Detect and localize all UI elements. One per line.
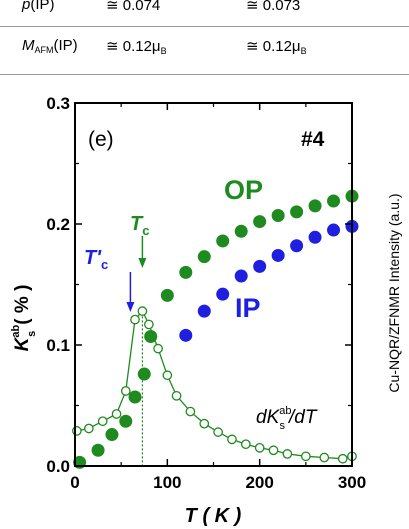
table-row: p(IP) ≅ 0.074 ≅ 0.073 <box>0 0 409 30</box>
derivative-point <box>162 370 173 381</box>
derivative-point <box>144 319 154 330</box>
derivative-label: dKab s/dT <box>256 405 318 432</box>
parameter-table: p(IP) ≅ 0.074 ≅ 0.073 MAFM(IP) ≅ 0.12μB … <box>0 0 409 84</box>
derivative-point <box>319 452 330 463</box>
derivative-point <box>227 434 237 445</box>
derivative-point <box>300 451 311 462</box>
x-axis-label: T ( K ) <box>185 505 242 527</box>
table-divider <box>0 74 409 75</box>
op-point <box>216 234 230 248</box>
param-label: MAFM(IP) <box>22 37 78 55</box>
y-axis-label: Kab s( % ) <box>10 285 38 352</box>
ip-point <box>216 287 230 301</box>
x-tick-label: 300 <box>338 473 366 492</box>
derivative-point <box>268 445 279 456</box>
table-divider <box>0 26 409 27</box>
derivative-point <box>130 314 140 325</box>
derivative-point <box>97 416 108 427</box>
derivative-point <box>337 453 348 464</box>
derivative-point <box>111 409 122 419</box>
ip-point <box>290 239 304 253</box>
y-axis-right-label: Cu-NQR/ZFNMR Intensity (a.u.) <box>386 193 402 392</box>
op-point <box>253 215 267 229</box>
y-tick-label: 0.1 <box>46 336 70 355</box>
derivative-point <box>171 390 182 401</box>
panel-label: (e) <box>88 128 114 151</box>
tc-label: Tc <box>130 213 149 238</box>
tc-arrow-head <box>138 258 147 268</box>
ip-point <box>234 269 248 283</box>
x-tick-label: 200 <box>245 473 273 492</box>
op-point <box>197 250 211 264</box>
derivative-point <box>137 306 148 316</box>
tc-prime-label: T'c <box>84 247 108 272</box>
op-point <box>234 224 248 238</box>
ip-point <box>253 259 267 273</box>
op-value: ≅ 0.12μB <box>106 38 167 56</box>
derivative-point <box>84 423 94 434</box>
derivative-point <box>153 343 163 354</box>
op-point <box>271 209 285 223</box>
op-point <box>179 265 193 279</box>
derivative-point <box>282 449 293 459</box>
derivative-point <box>240 439 251 450</box>
y-tick-label: 0.3 <box>46 94 70 113</box>
ip-value: ≅ 0.12μB <box>246 38 307 56</box>
derivative-point <box>185 406 196 417</box>
op-value: ≅ 0.074 <box>106 0 161 14</box>
derivative-point <box>120 386 131 396</box>
x-tick-label: 0 <box>70 473 79 492</box>
derivative-point <box>213 427 223 437</box>
series-label-op: OP <box>224 175 263 205</box>
sample-label: #4 <box>301 128 325 151</box>
ip-point <box>327 223 341 237</box>
table-row: MAFM(IP) ≅ 0.12μB ≅ 0.12μB <box>0 37 409 67</box>
derivative-point <box>199 418 210 429</box>
op-point <box>91 443 105 457</box>
ip-point <box>271 248 285 262</box>
op-point <box>327 194 341 208</box>
ip-point <box>197 304 211 318</box>
series-label-ip: IP <box>235 293 261 323</box>
op-point <box>128 390 142 404</box>
op-point <box>308 199 322 213</box>
tc-prime-arrow-head <box>126 302 135 312</box>
op-point <box>137 367 151 381</box>
ip-point <box>179 328 193 342</box>
y-tick-label: 0.2 <box>46 215 70 234</box>
op-point <box>144 330 158 344</box>
op-point <box>119 414 133 428</box>
ip-value: ≅ 0.073 <box>246 0 301 14</box>
op-point <box>105 428 119 442</box>
ip-point <box>308 230 322 244</box>
param-label: p(IP) <box>22 0 55 13</box>
derivative-point <box>71 426 82 436</box>
op-point <box>290 205 304 219</box>
derivative-point <box>254 442 265 453</box>
op-point <box>160 288 174 302</box>
y-tick-label: 0.0 <box>46 457 70 476</box>
x-tick-label: 100 <box>153 473 181 492</box>
